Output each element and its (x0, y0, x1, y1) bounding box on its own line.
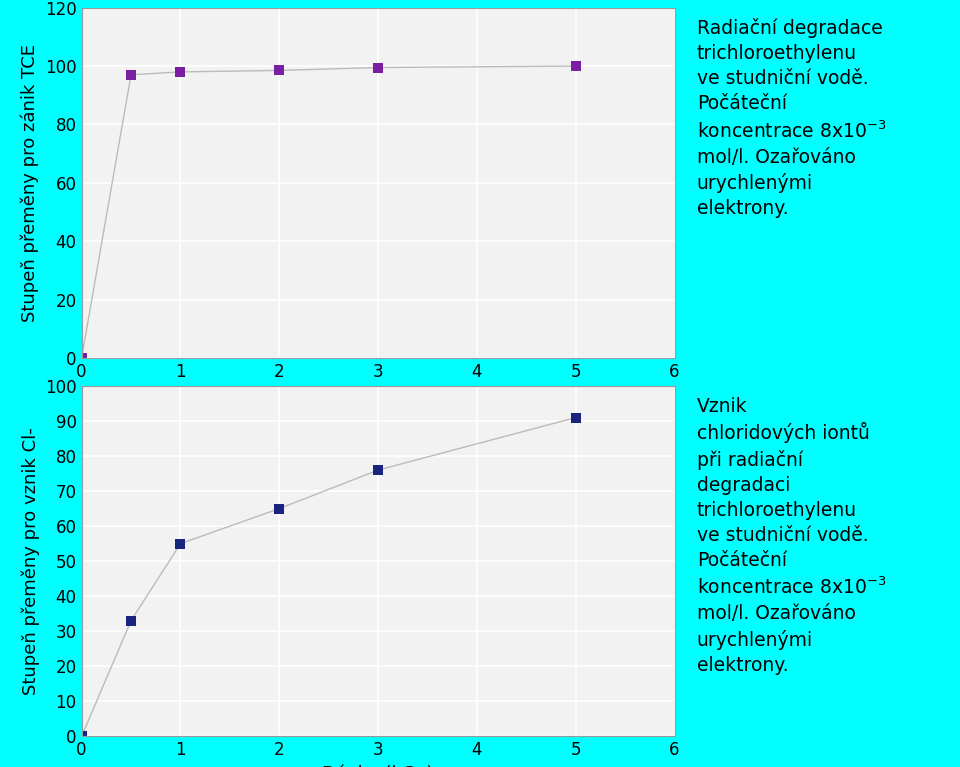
Point (173, 66, 188, 78)
Point (173, 538, 188, 550)
X-axis label: Dávka (kGy): Dávka (kGy) (323, 387, 434, 405)
Point (74, 730, 89, 742)
Point (371, 464, 386, 476)
Y-axis label: Stupeň přeměny pro vznik Cl-: Stupeň přeměny pro vznik Cl- (21, 427, 39, 695)
Point (371, 61, 386, 74)
Point (568, 411, 584, 423)
Y-axis label: Stupeň přeměny pro zánik TCE: Stupeň přeměny pro zánik TCE (21, 44, 39, 322)
X-axis label: Dávka (kGy): Dávka (kGy) (323, 765, 434, 767)
Point (568, 60, 584, 72)
Point (123, 614, 138, 627)
Point (74, 352, 89, 364)
Point (272, 64, 287, 77)
Point (272, 502, 287, 515)
Text: Vznik
chloridových iontů
při radiační
degradaci
trichloroethylenu
ve studniční v: Vznik chloridových iontů při radiační de… (697, 397, 886, 675)
Point (123, 69, 138, 81)
Text: Radiační degradace
trichloroethylenu
ve studniční vodě.
Počáteční
koncentrace 8x: Radiační degradace trichloroethylenu ve … (697, 18, 886, 218)
